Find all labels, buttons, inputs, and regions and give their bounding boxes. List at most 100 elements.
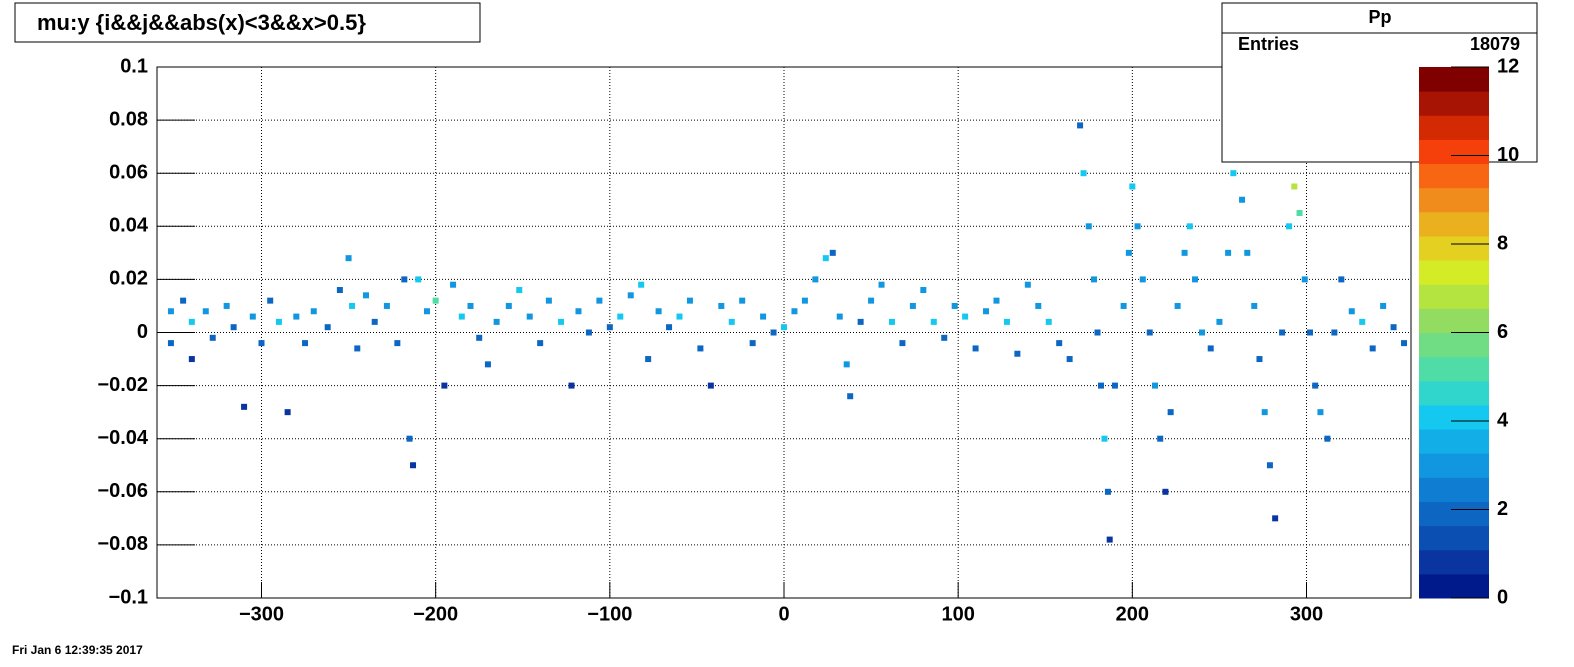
- color-band: [1419, 429, 1489, 454]
- z-tick-label: 10: [1497, 144, 1519, 166]
- cell: [209, 334, 216, 341]
- cell: [1380, 302, 1387, 309]
- y-tick-label: 0.08: [109, 108, 148, 130]
- cell: [568, 382, 575, 389]
- cell: [1239, 196, 1246, 203]
- cell: [441, 382, 448, 389]
- cell: [1192, 276, 1199, 283]
- z-tick-label: 12: [1497, 55, 1519, 77]
- cell: [526, 313, 533, 320]
- cell: [516, 287, 523, 294]
- x-tick-label: 300: [1290, 603, 1323, 625]
- cell: [401, 276, 408, 283]
- cell: [458, 313, 465, 320]
- color-band: [1419, 356, 1489, 382]
- cell: [167, 340, 174, 347]
- cell: [505, 302, 512, 309]
- cell: [1080, 170, 1087, 177]
- cell: [1120, 302, 1127, 309]
- cell: [575, 308, 582, 315]
- y-tick-label: 0.04: [109, 215, 149, 237]
- y-tick-label: 0.02: [109, 268, 148, 290]
- cell: [1225, 249, 1232, 256]
- cell: [1014, 350, 1021, 357]
- cell: [739, 297, 746, 304]
- cell: [432, 297, 439, 304]
- cell: [749, 340, 756, 347]
- y-tick-label: −0.02: [97, 374, 148, 396]
- cell: [258, 340, 265, 347]
- cell: [1291, 183, 1298, 190]
- cell: [1094, 329, 1101, 336]
- color-band: [1419, 91, 1489, 116]
- cell: [822, 255, 829, 262]
- color-bar: [1419, 66, 1489, 599]
- cell: [781, 324, 787, 331]
- color-band: [1419, 549, 1489, 575]
- cell: [1312, 382, 1319, 389]
- cell: [1035, 302, 1042, 309]
- cell: [275, 318, 282, 325]
- cell: [1056, 340, 1063, 347]
- cell: [1174, 302, 1181, 309]
- x-tick-label: −300: [239, 603, 284, 625]
- color-band: [1419, 332, 1489, 358]
- cell: [972, 345, 979, 352]
- cell: [284, 409, 291, 416]
- color-band: [1419, 163, 1489, 189]
- cell: [812, 276, 819, 283]
- cell: [868, 297, 875, 304]
- cell: [1317, 409, 1324, 416]
- cell: [354, 345, 361, 352]
- color-band: [1419, 211, 1489, 237]
- cell: [596, 297, 603, 304]
- cell: [1003, 318, 1010, 325]
- cell: [324, 324, 331, 331]
- z-tick-label: 8: [1497, 232, 1508, 254]
- y-tick-label: 0: [137, 321, 148, 343]
- cell: [836, 313, 843, 320]
- cell: [920, 287, 927, 294]
- stats-box: [1221, 2, 1538, 163]
- color-band: [1419, 139, 1489, 165]
- color-band: [1419, 187, 1489, 213]
- x-tick-label: 100: [941, 603, 974, 625]
- cell: [1106, 536, 1113, 543]
- cell: [1157, 435, 1164, 442]
- cell: [760, 313, 767, 320]
- cell: [167, 308, 174, 315]
- cell: [180, 297, 187, 304]
- cell: [801, 297, 808, 304]
- cell: [415, 276, 422, 283]
- color-band: [1419, 235, 1489, 261]
- color-band: [1419, 453, 1489, 478]
- cell: [1251, 302, 1258, 309]
- cell: [909, 302, 916, 309]
- cell: [1286, 223, 1293, 230]
- cell: [617, 313, 624, 320]
- cell: [666, 324, 673, 331]
- color-band: [1419, 404, 1489, 430]
- cell: [1216, 318, 1223, 325]
- cell: [310, 308, 317, 315]
- cell: [1162, 488, 1169, 495]
- cell: [899, 340, 906, 347]
- cell: [394, 340, 401, 347]
- cell: [847, 393, 854, 400]
- cell: [585, 329, 592, 336]
- color-band: [1419, 67, 1489, 92]
- cell: [1359, 318, 1366, 325]
- y-tick-label: 0.06: [109, 161, 148, 183]
- z-tick-label: 4: [1497, 409, 1509, 431]
- date-stamp: Fri Jan 6 12:39:35 2017: [12, 643, 143, 657]
- y-tick-label: 0.1: [120, 55, 148, 77]
- cell: [1104, 488, 1111, 495]
- cell: [484, 361, 491, 368]
- plot-area: [157, 66, 1411, 599]
- color-band: [1419, 380, 1489, 406]
- cell: [1199, 329, 1205, 336]
- cell: [962, 313, 969, 320]
- cell: [223, 302, 230, 309]
- cell: [1125, 249, 1132, 256]
